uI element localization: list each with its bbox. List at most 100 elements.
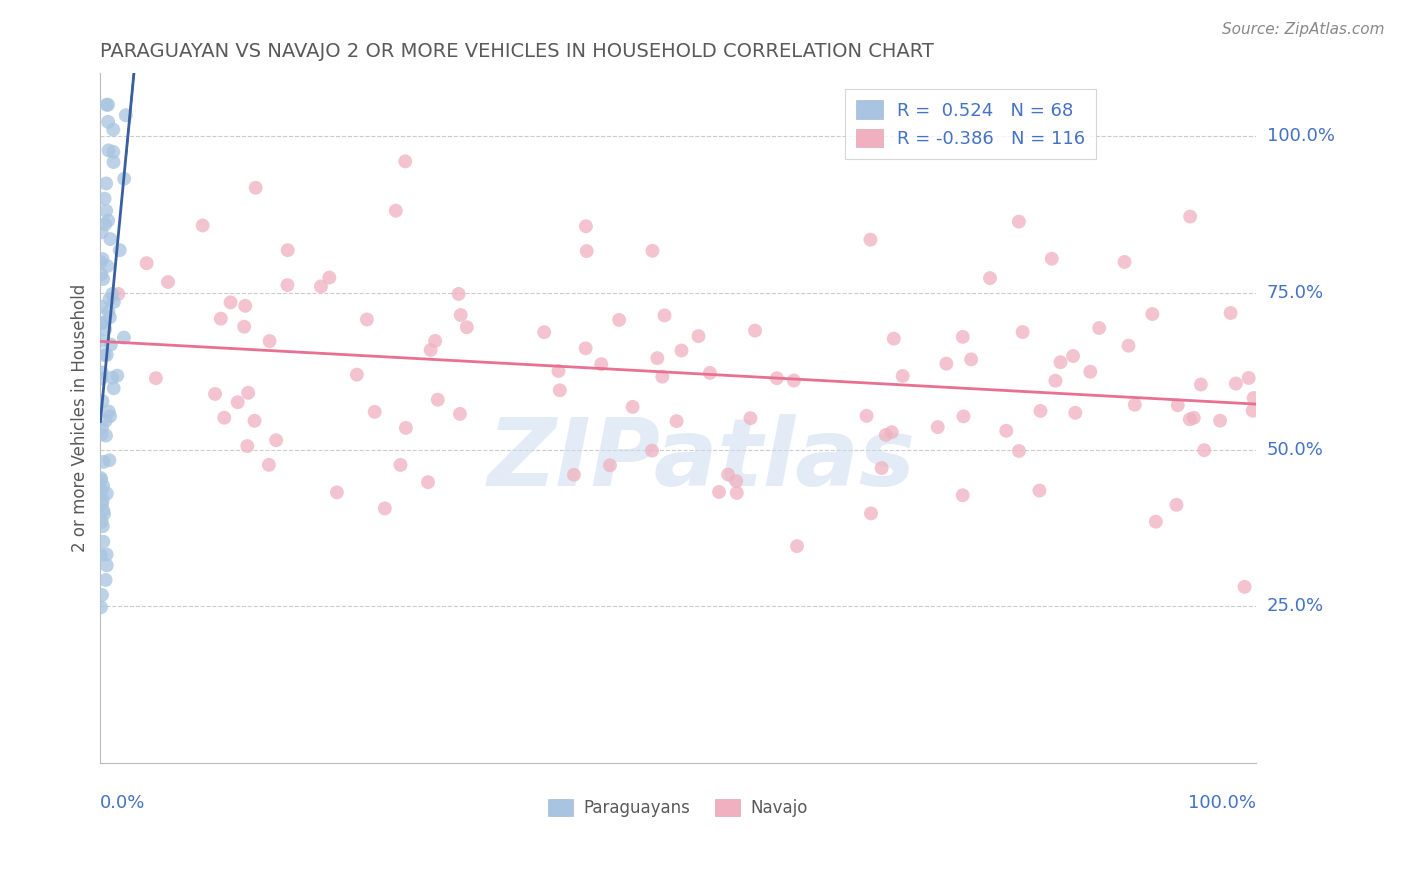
Point bbox=[243, 414, 266, 428]
Point bbox=[766, 371, 789, 385]
Point bbox=[1011, 325, 1033, 339]
Point bbox=[548, 384, 571, 398]
Point bbox=[90, 366, 112, 380]
Point bbox=[191, 219, 214, 233]
Point bbox=[786, 539, 808, 553]
Point bbox=[90, 515, 112, 529]
Point bbox=[91, 252, 114, 266]
Point bbox=[90, 317, 112, 331]
Text: 100.0%: 100.0% bbox=[1188, 794, 1256, 812]
Point bbox=[93, 192, 115, 206]
Point bbox=[1192, 443, 1215, 458]
Point bbox=[450, 308, 472, 322]
Point bbox=[103, 122, 125, 136]
Point bbox=[94, 573, 117, 587]
Point bbox=[1237, 371, 1260, 385]
Point bbox=[276, 278, 298, 293]
Point bbox=[96, 486, 118, 500]
Point bbox=[699, 366, 721, 380]
Point bbox=[257, 458, 280, 472]
Point bbox=[98, 293, 121, 307]
Point bbox=[979, 271, 1001, 285]
Text: 0.0%: 0.0% bbox=[100, 794, 146, 812]
Point bbox=[94, 217, 117, 231]
Point bbox=[236, 439, 259, 453]
Point bbox=[707, 485, 730, 500]
Point bbox=[97, 97, 120, 112]
Point bbox=[607, 313, 630, 327]
Point bbox=[870, 461, 893, 475]
Point bbox=[204, 387, 226, 401]
Point bbox=[1225, 376, 1247, 391]
Point bbox=[90, 255, 112, 269]
Point bbox=[654, 309, 676, 323]
Point bbox=[447, 287, 470, 301]
Point bbox=[456, 320, 478, 334]
Point bbox=[1209, 414, 1232, 428]
Point bbox=[90, 300, 112, 314]
Point bbox=[1008, 444, 1031, 458]
Point bbox=[1243, 391, 1265, 405]
Point bbox=[1241, 403, 1264, 417]
Point bbox=[98, 453, 121, 467]
Point bbox=[1062, 349, 1084, 363]
Point bbox=[90, 473, 112, 487]
Point bbox=[233, 319, 256, 334]
Y-axis label: 2 or more Vehicles in Household: 2 or more Vehicles in Household bbox=[72, 285, 89, 552]
Text: 25.0%: 25.0% bbox=[1267, 598, 1324, 615]
Point bbox=[725, 474, 748, 488]
Point bbox=[90, 427, 112, 442]
Point bbox=[219, 295, 242, 310]
Point bbox=[103, 155, 125, 169]
Point bbox=[423, 334, 446, 348]
Point bbox=[96, 558, 118, 573]
Point bbox=[744, 324, 766, 338]
Point bbox=[575, 244, 598, 258]
Point bbox=[101, 371, 124, 385]
Point bbox=[1045, 374, 1067, 388]
Point bbox=[1008, 214, 1031, 228]
Legend: Paraguayans, Navajo: Paraguayans, Navajo bbox=[541, 792, 814, 824]
Point bbox=[1142, 307, 1164, 321]
Point bbox=[91, 478, 114, 492]
Point bbox=[245, 180, 267, 194]
Point bbox=[157, 275, 180, 289]
Point bbox=[783, 374, 806, 388]
Point bbox=[233, 299, 256, 313]
Point bbox=[96, 259, 118, 273]
Point bbox=[952, 409, 974, 424]
Point bbox=[883, 332, 905, 346]
Point bbox=[90, 225, 112, 239]
Point bbox=[935, 357, 957, 371]
Point bbox=[740, 411, 762, 425]
Point bbox=[725, 486, 748, 500]
Point bbox=[93, 507, 115, 521]
Text: ZIPatlas: ZIPatlas bbox=[486, 414, 915, 506]
Point bbox=[426, 392, 449, 407]
Point bbox=[97, 213, 120, 227]
Point bbox=[575, 342, 598, 356]
Point bbox=[277, 243, 299, 257]
Point bbox=[90, 268, 112, 282]
Point bbox=[96, 177, 118, 191]
Point bbox=[91, 503, 114, 517]
Point bbox=[309, 279, 332, 293]
Point bbox=[1167, 398, 1189, 412]
Point bbox=[93, 348, 115, 362]
Point bbox=[647, 351, 669, 365]
Point bbox=[91, 394, 114, 409]
Point bbox=[90, 600, 112, 615]
Point bbox=[995, 424, 1018, 438]
Point bbox=[449, 407, 471, 421]
Point bbox=[326, 485, 349, 500]
Point bbox=[599, 458, 621, 473]
Point bbox=[385, 203, 408, 218]
Point bbox=[356, 312, 378, 326]
Point bbox=[1088, 321, 1111, 335]
Point bbox=[688, 329, 710, 343]
Point bbox=[96, 203, 118, 218]
Point bbox=[135, 256, 157, 270]
Point bbox=[114, 108, 136, 122]
Point bbox=[875, 428, 897, 442]
Point bbox=[91, 420, 114, 434]
